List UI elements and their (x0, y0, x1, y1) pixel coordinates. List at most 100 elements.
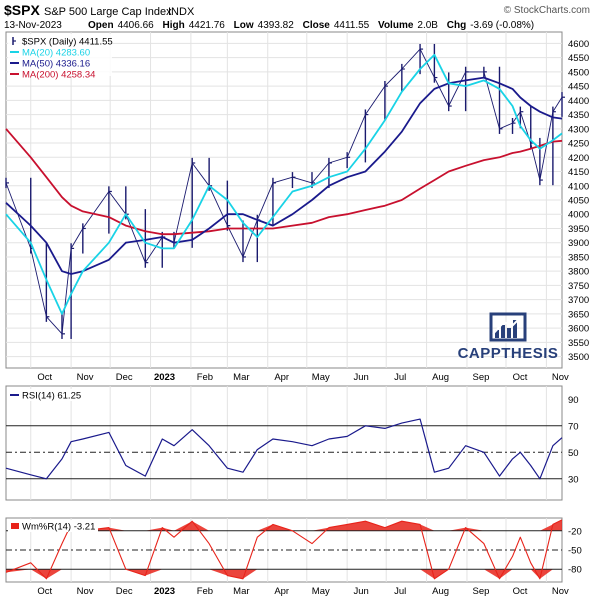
y-tick-label: 4500 (568, 67, 589, 78)
y-tick-label: -80 (568, 565, 582, 576)
x-tick-label: Jun (353, 372, 368, 383)
y-tick-label: 4450 (568, 82, 589, 93)
cappthesis-logo: CAPPTHESIS (458, 312, 559, 362)
x-tick-label: Dec (116, 586, 133, 597)
copyright-label: © StockCharts.com (504, 5, 590, 16)
x-tick-label: Aug (432, 586, 449, 597)
legend-background (8, 34, 112, 76)
index-name: S&P 500 Large Cap Index (44, 6, 172, 18)
y-tick-label: 4550 (568, 53, 589, 64)
y-tick-label: 4150 (568, 167, 589, 178)
x-tick-label: Oct (37, 586, 52, 597)
x-tick-label: Feb (197, 372, 213, 383)
x-tick-label: Oct (37, 372, 52, 383)
legend-label: MA(50) 4336.16 (22, 59, 90, 70)
rsi-label-bg (8, 389, 100, 401)
x-tick-label: Mar (233, 372, 249, 383)
symbol-label: $SPX (4, 2, 40, 18)
wpr-oversold-fill (6, 569, 562, 579)
x-tick-label: Apr (274, 372, 289, 383)
wpr-x-axis: Oct Nov Dec 2023 Feb Mar Apr May Jun Jul Aug Sep Oct… (37, 586, 569, 597)
price-series-line (5, 48, 563, 335)
x-tick-label: 2023 (154, 372, 175, 383)
x-tick-label: Apr (274, 586, 289, 597)
y-tick-label: 4350 (568, 110, 589, 121)
logo-chart-icon (489, 312, 527, 342)
y-tick-label: -20 (568, 526, 582, 537)
x-tick-label: Oct (513, 372, 528, 383)
x-tick-label: Sep (472, 372, 489, 383)
price-x-axis: Oct Nov Dec 2023 Feb Mar Apr May Jun Jul Aug Sep Oct… (37, 372, 569, 383)
logo-bar-icon (495, 330, 499, 338)
y-tick-label: 4400 (568, 96, 589, 107)
ohlc-line: Open 4406.66 High 4421.76 Low 4393.82 Close… (88, 20, 534, 31)
y-tick-label: -50 (568, 546, 582, 557)
close-value: 4411.55 (334, 20, 370, 31)
x-tick-label: Aug (432, 372, 449, 383)
wpr-overbought-fill (6, 519, 562, 531)
y-tick-label: 90 (568, 395, 579, 406)
x-tick-label: Nov (552, 372, 569, 383)
x-tick-label: May (312, 586, 330, 597)
volume-value: 2.0B (417, 20, 438, 31)
y-tick-label: 3800 (568, 267, 589, 278)
date-label: 13-Nov-2023 (4, 20, 62, 31)
ma200-line (5, 128, 563, 236)
y-tick-label: 3500 (568, 352, 589, 363)
wpr-label-bg (8, 520, 98, 532)
x-tick-label: Jul (394, 372, 406, 383)
wpr-line (5, 519, 563, 580)
y-tick-label: 3750 (568, 281, 589, 292)
low-value: 4393.82 (258, 20, 295, 31)
open-value: 4406.66 (118, 20, 155, 31)
y-tick-label: 3950 (568, 224, 589, 235)
chg-value: -3.69 (-0.08%) (470, 20, 534, 31)
x-tick-label: Dec (116, 372, 133, 383)
y-tick-label: 70 (568, 421, 579, 432)
rsi-title: RSI(14) 61.25 (22, 391, 81, 402)
close-label: Close (303, 20, 331, 31)
watermark-text: CAPPTHESIS (458, 345, 559, 362)
x-tick-label: Jun (353, 586, 368, 597)
logo-trend-icon (492, 315, 523, 335)
volume-label: Volume (378, 20, 414, 31)
x-tick-label: May (312, 372, 330, 383)
panel-frame (5, 385, 563, 501)
y-tick-label: 3650 (568, 309, 589, 320)
wpr-title: Wm%R(14) -3.21 (22, 522, 95, 533)
y-tick-label: 3600 (568, 324, 589, 335)
y-tick-label: 4100 (568, 181, 589, 192)
y-tick-label: 4050 (568, 196, 589, 207)
x-tick-label: Jul (394, 586, 406, 597)
williams-r-panel: -20 -50 -80 Wm%R(14) -3.21 (5, 517, 582, 583)
exchange-label: INDX (168, 6, 195, 18)
chg-label: Chg (447, 20, 466, 31)
x-tick-label: Nov (552, 586, 569, 597)
wpr-legend-swatch (11, 523, 19, 529)
rsi-panel: 30 50 70 90 RSI(14) 61.25 (5, 385, 579, 501)
legend-label: MA(20) 4283.60 (22, 48, 90, 59)
x-tick-label: Oct (513, 586, 528, 597)
y-tick-label: 4600 (568, 39, 589, 50)
open-label: Open (88, 20, 114, 31)
legend-label: MA(200) 4258.34 (22, 70, 95, 81)
logo-bar-icon (513, 320, 517, 338)
x-tick-label: Feb (197, 586, 213, 597)
ma50-line (5, 76, 563, 275)
ma20-line (5, 53, 563, 315)
y-tick-label: 4200 (568, 153, 589, 164)
x-tick-label: Sep (472, 586, 489, 597)
y-tick-label: 3700 (568, 295, 589, 306)
logo-bar-icon (507, 328, 511, 338)
high-label: High (163, 20, 185, 31)
logo-bar-icon (501, 325, 505, 338)
y-tick-label: 3550 (568, 338, 589, 349)
y-tick-label: 50 (568, 448, 579, 459)
y-tick-label: 3850 (568, 252, 589, 263)
low-label: Low (234, 20, 254, 31)
x-tick-label: 2023 (154, 586, 175, 597)
price-panel: 3500 3550 3600 3650 3700 3750 3800 3850 3900 3950… (5, 31, 589, 369)
x-tick-label: Nov (77, 372, 94, 383)
